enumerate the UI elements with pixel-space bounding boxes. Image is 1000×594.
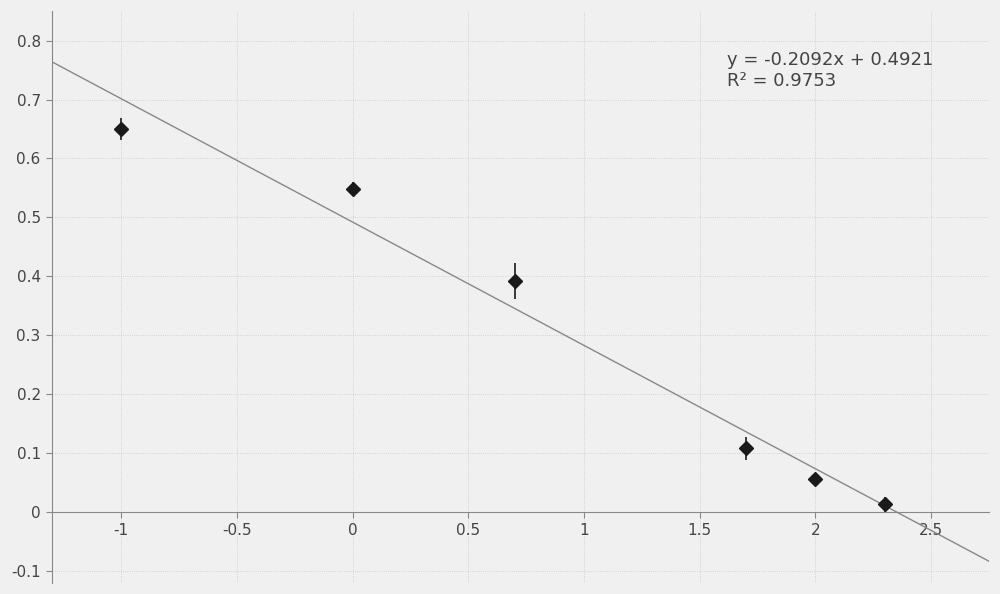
Text: y = -0.2092x + 0.4921
R² = 0.9753: y = -0.2092x + 0.4921 R² = 0.9753 [727, 51, 933, 90]
